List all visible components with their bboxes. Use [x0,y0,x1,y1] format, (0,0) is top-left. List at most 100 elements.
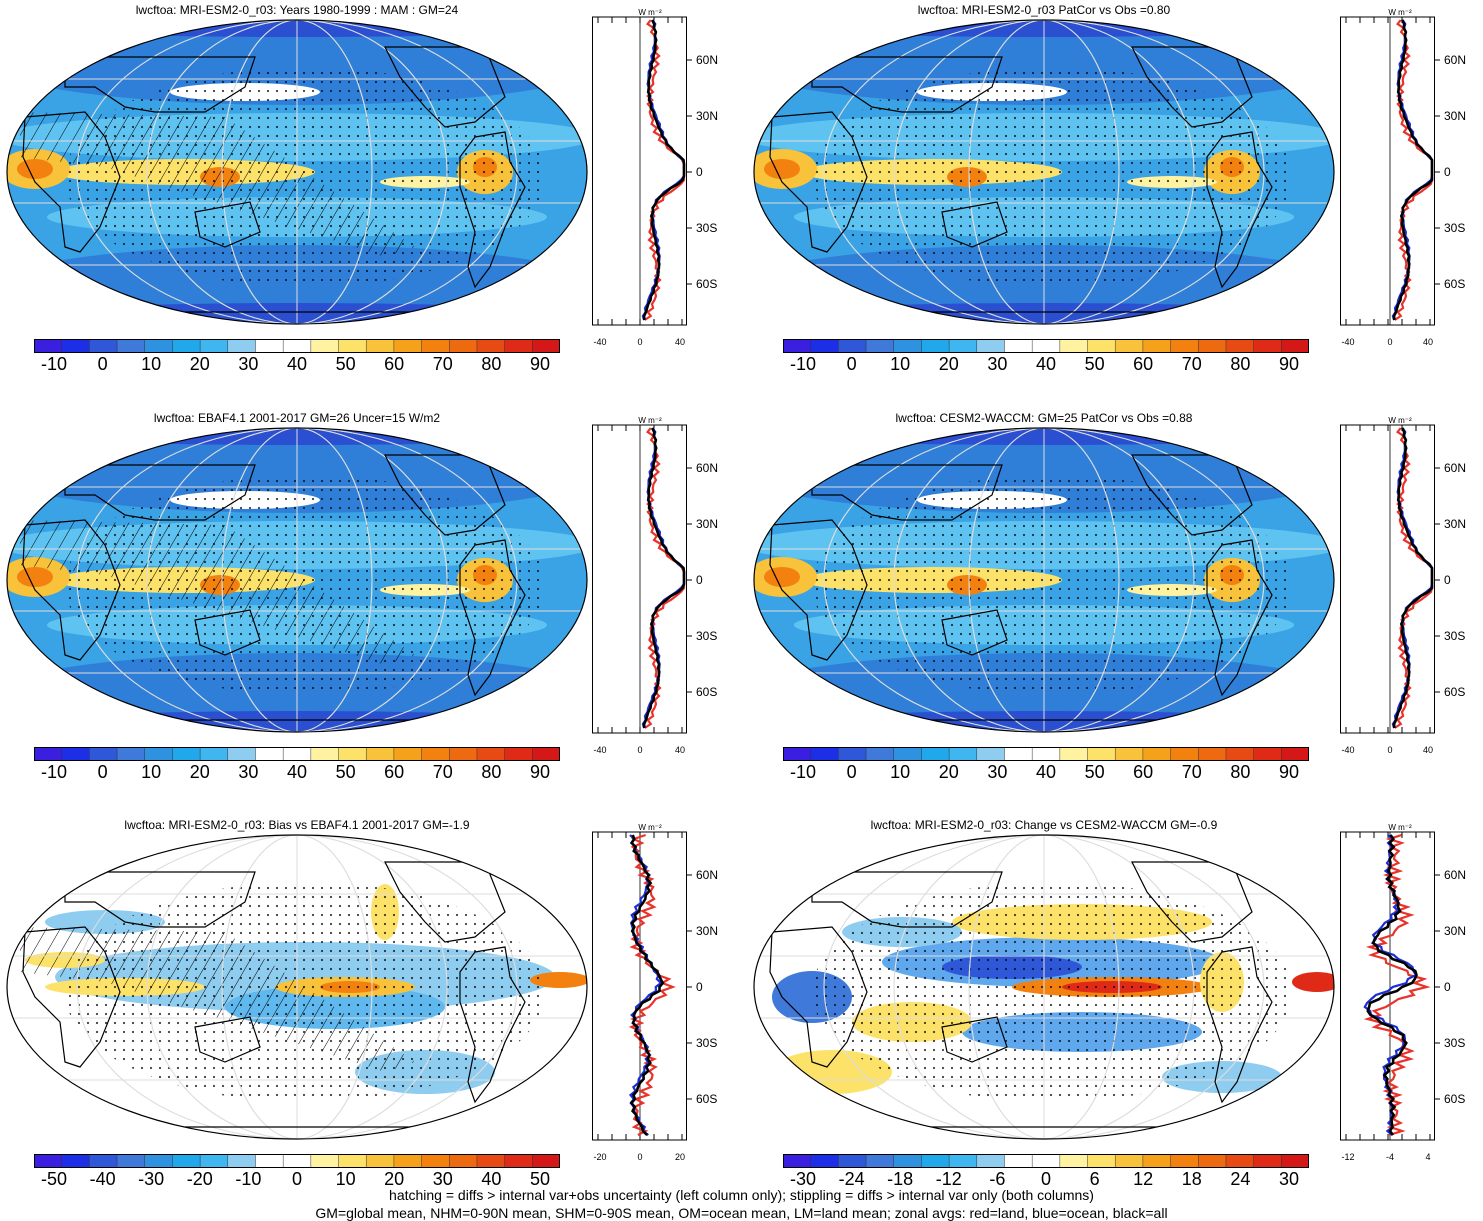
colorbar-tick-label: 90 [529,762,551,782]
zonal-curve [629,834,665,1136]
colorbar-tick-label: -20 [186,1169,213,1189]
lat-tick-label: 60S [696,685,717,699]
colorbar-tick-label: 40 [1035,354,1057,374]
colorbar-tick-label: 0 [97,354,108,374]
colorbar-tick-label: 60 [384,354,405,374]
map-4 [6,834,588,1140]
zonal-x-tick-label: 0 [1387,745,1392,755]
zonal-x-tick-label: 20 [675,1152,685,1162]
colorbar-tick-label: 90 [1278,354,1300,374]
colorbar-tick-label: 0 [846,762,857,782]
colorbar-tick-label: 40 [286,762,308,782]
zonal-units: W m⁻² [1388,8,1412,17]
colorbar-tick-label: 50 [1084,354,1105,374]
lat-tick-label: 60S [696,1092,717,1106]
colorbar-tick-label: 80 [1230,762,1251,782]
zonal-mean-plot-0: W m⁻² 60N 30N 0 30S 60S -40 0 40 [592,8,718,347]
zonal-mean-plot-5: W m⁻² 60N 30N 0 30S 60S -12 -4 4 [1340,823,1466,1162]
colorbar-tick-label: 20 [189,354,210,374]
zonal-x-tick-label: -4 [1386,1152,1394,1162]
zonal-x-tick-label: 0 [637,1152,642,1162]
zonal-units: W m⁻² [638,823,662,832]
map-2 [6,427,588,733]
colorbar-tick-label: 6 [1089,1169,1100,1189]
colorbar-tick-label: 40 [1035,762,1057,782]
lat-tick-label: 30N [1444,924,1466,938]
zonal-x-tick-label: 0 [637,745,642,755]
colorbar-tick-label: 0 [291,1169,302,1189]
colorbar-tick-label: 40 [481,1169,502,1189]
colorbar-tick-label: -30 [789,1169,816,1189]
lat-tick-label: 60N [696,53,718,67]
zonal-mean-plot-3: W m⁻² 60N 30N 0 30S 60S -40 0 40 [1340,416,1466,755]
lat-tick-label: 30S [696,1036,717,1050]
colorbar-tick-label: 90 [1278,762,1300,782]
footer-line-1: hatching = diffs > internal var+obs unce… [389,1187,1094,1203]
colorbar-tick-label: 70 [432,354,453,374]
zonal-x-tick-label: -40 [593,337,606,347]
lat-tick-label: 60N [1444,868,1466,882]
zonal-x-tick-label: -20 [593,1152,606,1162]
footer-line-2: GM=global mean, NHM=0-90N mean, SHM=0-90… [315,1205,1168,1221]
colorbar-tick-label: -40 [89,1169,116,1189]
colorbar-tick-label: 50 [1084,762,1105,782]
colorbar-tick-label: -10 [235,1169,262,1189]
zonal-mean-plot-1: W m⁻² 60N 30N 0 30S 60S -40 0 40 [1340,8,1466,347]
zonal-curve [641,19,686,321]
colorbar-tick-label: 18 [1181,1169,1202,1189]
colorbar-tick-label: -10 [789,762,816,782]
colorbar-tick-label: 10 [890,354,911,374]
colorbar-tick-label: -10 [40,354,67,374]
colorbar-tick-label: 80 [1230,354,1251,374]
colorbar-tick-label: -10 [40,762,67,782]
lat-tick-label: 30S [1444,221,1465,235]
colorbar-tick-label: 70 [1181,354,1202,374]
lat-tick-label: 30N [696,924,718,938]
panel-title: lwcftoa: MRI-ESM2-0_r03 PatCor vs Obs =0… [917,3,1171,17]
colorbar-tick-label: 20 [938,354,959,374]
colorbar-tick-label: 70 [432,762,453,782]
colorbar-5 [783,1154,1309,1168]
zonal-mean-plot-2: W m⁻² 60N 30N 0 30S 60S -40 0 40 [592,416,718,755]
colorbar-tick-label: 30 [987,354,1008,374]
panel-title: lwcftoa: EBAF4.1 2001-2017 GM=26 Uncer=1… [153,411,441,425]
colorbar-tick-label: 80 [481,762,502,782]
colorbar-0 [34,339,560,353]
lat-tick-label: 0 [1444,165,1451,179]
colorbar-tick-label: 30 [238,762,259,782]
colorbar-tick-label: 0 [97,762,108,782]
lat-tick-label: 60N [1444,53,1466,67]
lat-tick-label: 30N [696,517,718,531]
colorbar-tick-label: 20 [384,1169,405,1189]
lat-tick-label: 30S [696,629,717,643]
lat-tick-label: 30S [696,221,717,235]
panel-title: lwcftoa: MRI-ESM2-0_r03: Bias vs EBAF4.1… [124,818,470,832]
zonal-x-tick-label: 4 [1425,1152,1430,1162]
colorbar-tick-label: 10 [141,762,162,782]
zonal-curve [642,427,686,729]
colorbar-tick-label: 0 [846,354,857,374]
colorbar-tick-label: -18 [887,1169,914,1189]
lat-tick-label: 30S [1444,629,1465,643]
lat-tick-label: 0 [696,165,703,179]
lat-tick-label: 60S [1444,1092,1465,1106]
colorbar-tick-label: 50 [335,354,356,374]
map-5 [753,834,1335,1140]
colorbar-tick-label: 10 [335,1169,356,1189]
colorbar-tick-label: 24 [1230,1169,1251,1189]
zonal-x-tick-label: 40 [1423,745,1433,755]
colorbar-tick-label: 60 [384,762,405,782]
lat-tick-label: 60N [1444,461,1466,475]
zonal-x-tick-label: 40 [675,745,685,755]
zonal-curve [642,19,686,321]
colorbar-tick-label: 20 [938,762,959,782]
colorbar-tick-label: -10 [789,354,816,374]
zonal-curve [1392,19,1434,321]
colorbar-tick-label: 60 [1133,354,1154,374]
colorbar-tick-label: 50 [529,1169,551,1189]
lat-tick-label: 0 [696,980,703,994]
colorbar-tick-label: -12 [935,1169,962,1189]
panel-title: lwcftoa: MRI-ESM2-0_r03: Change vs CESM2… [870,818,1218,832]
colorbar-tick-label: 60 [1133,762,1154,782]
zonal-curve [1366,834,1418,1136]
